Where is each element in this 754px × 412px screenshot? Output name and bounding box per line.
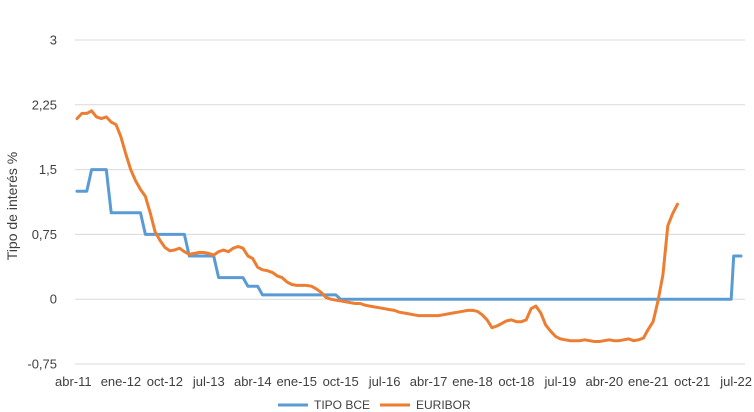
series-lines (75, 109, 743, 343)
legend: TIPO BCE EURIBOR (278, 398, 471, 412)
x-tick-label: oct-12 (147, 374, 183, 389)
series-line-euribor (75, 109, 679, 343)
legend-label: EURIBOR (416, 398, 471, 412)
x-tick-label: abr-14 (234, 374, 272, 389)
y-tick-label: 0,75 (32, 227, 57, 242)
x-tick-label: abr-11 (55, 374, 92, 389)
x-tick-label: ene-18 (452, 374, 492, 389)
x-axis-ticks: abr-11 ene-12 oct-12 jul-13 abr-14 ene-15 oct-… (55, 374, 752, 389)
x-tick-label: jul-22 (719, 374, 752, 389)
gridlines (75, 39, 745, 365)
x-tick-label: jul-13 (192, 374, 225, 389)
series-line-tipo-bce (75, 168, 743, 301)
y-tick-label: 3 (50, 33, 57, 48)
x-tick-label: abr-17 (410, 374, 448, 389)
x-tick-label: ene-15 (276, 374, 316, 389)
y-tick-label: 1,5 (39, 162, 57, 177)
y-tick-label: -0,75 (27, 357, 57, 372)
y-tick-label: 0 (50, 292, 57, 307)
x-tick-label: ene-21 (628, 374, 668, 389)
x-tick-label: jul-16 (368, 374, 401, 389)
x-tick-label: oct-21 (674, 374, 710, 389)
y-axis-title: Tipo de interés % (4, 152, 20, 260)
y-tick-label: 2,25 (32, 97, 57, 112)
x-tick-label: oct-18 (498, 374, 534, 389)
y-axis-ticks: -0,75 0 0,75 1,5 2,25 3 (27, 33, 57, 372)
x-tick-label: jul-19 (543, 374, 576, 389)
x-tick-label: ene-12 (101, 374, 141, 389)
legend-label: TIPO BCE (314, 398, 370, 412)
x-tick-label: abr-20 (586, 374, 624, 389)
x-tick-label: oct-15 (323, 374, 359, 389)
